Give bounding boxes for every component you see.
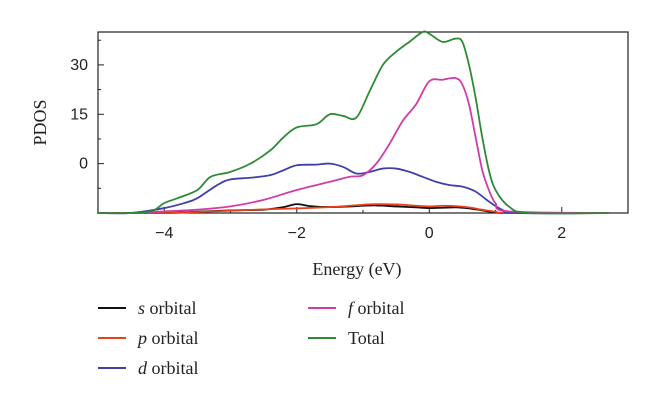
chart-legend: s orbital p orbital d orbital f orbital Tota… [98,296,518,392]
x-tick-label: 2 [557,225,566,242]
series-line-d-orbital [97,162,610,215]
legend-item-f-orbital: f orbital [308,296,405,320]
series-line-total [97,30,610,215]
legend-swatch [308,307,336,309]
plot-area [97,31,629,214]
legend-item-total: Total [308,326,385,350]
legend-swatch [98,307,126,309]
legend-label: f orbital [348,297,405,318]
x-axis: −4 −2 0 2 [97,207,629,242]
series-layer [97,30,610,215]
legend-label: p orbital [138,327,199,348]
x-tick-label: 0 [425,225,434,242]
legend-label: d orbital [138,357,199,378]
y-tick-label: 30 [70,57,88,74]
legend-swatch [308,337,336,339]
legend-item-s-orbital: s orbital [98,296,197,320]
x-axis-label: Energy (eV) [312,259,401,280]
legend-swatch [98,337,126,339]
x-tick-label: −2 [288,225,306,242]
y-axis-label: PDOS [30,99,50,145]
plot-frame [97,31,629,214]
legend-label: s orbital [138,297,197,318]
y-tick-label: 0 [79,156,88,173]
y-tick-label: 15 [70,106,88,123]
legend-item-d-orbital: d orbital [98,356,199,380]
y-axis: 0 15 30 [70,39,104,189]
legend-swatch [98,367,126,369]
legend-item-p-orbital: p orbital [98,326,199,350]
legend-label: Total [348,327,385,348]
series-line-f-orbital [97,76,610,215]
x-tick-label: −4 [155,225,173,242]
series-line-p-orbital [97,203,610,214]
